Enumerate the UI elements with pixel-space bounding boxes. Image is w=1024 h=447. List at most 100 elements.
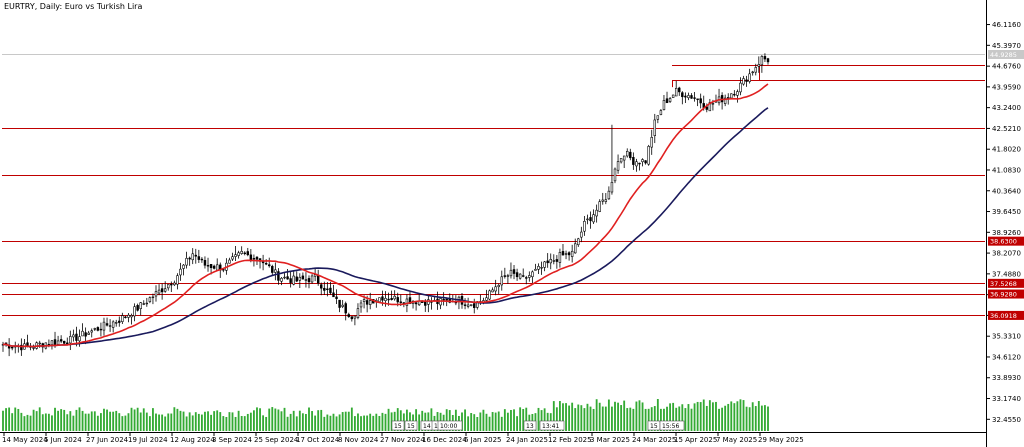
candle-body (503, 275, 507, 277)
volume-bar (127, 413, 130, 431)
candle-body (38, 342, 41, 345)
volume-bar (93, 411, 96, 431)
x-tick-label: 24 Mar 2025 (632, 436, 676, 444)
candle-body (619, 158, 623, 163)
candle-body (347, 314, 350, 317)
x-tick-label: 27 Jun 2024 (86, 436, 129, 444)
volume-bar (60, 409, 63, 431)
volume-bar (656, 399, 659, 431)
volume-bar (317, 410, 320, 431)
volume-bar (182, 411, 185, 431)
volume-bar (595, 399, 598, 431)
candle-body (742, 78, 745, 85)
candle-body (531, 271, 534, 278)
volume-bar (237, 410, 240, 431)
x-tick-label: 7 May 2025 (716, 436, 757, 444)
volume-bar (54, 407, 56, 431)
volume-bar (292, 410, 295, 431)
price-tag-label: 38.6300 (990, 238, 1017, 246)
candle-body (59, 339, 63, 342)
candle-body (387, 298, 390, 301)
candle-body (154, 291, 158, 297)
volume-bar (724, 405, 727, 431)
candle-body (662, 100, 666, 110)
chart-title: EURTRY, Daily: Euro vs Turkish Lira (4, 2, 142, 11)
candle-body (534, 268, 537, 271)
candle-body (320, 284, 323, 289)
volume-bar (112, 411, 115, 431)
volume-bar (124, 415, 127, 431)
volume-bar (164, 416, 167, 431)
volume-bar (145, 412, 148, 431)
candle-body (72, 334, 75, 338)
candle-body (748, 73, 751, 82)
volume-bar (693, 403, 696, 431)
candle-body (515, 272, 519, 278)
x-tick-label: 3 Mar 2025 (590, 436, 630, 444)
candle-body (574, 243, 577, 254)
volume-bar (454, 409, 457, 431)
volume-bar (155, 413, 157, 431)
volume-bar (26, 414, 29, 431)
candle-body (84, 332, 87, 337)
volume-bar (375, 413, 378, 431)
candle-body (66, 342, 69, 345)
volume-bar (641, 402, 644, 431)
volume-bar (760, 405, 763, 431)
volume-bar (488, 416, 491, 431)
volume-bar (72, 415, 75, 431)
candle-body (497, 284, 500, 288)
candle-body (638, 162, 641, 165)
volume-bar (200, 414, 203, 431)
price-tag-box (988, 289, 1024, 299)
volume-bar (268, 408, 271, 431)
volume-marker-box (523, 420, 537, 431)
x-tick-label: 19 Jul 2024 (128, 436, 168, 444)
candle-body (277, 271, 280, 281)
y-tick-label: 34.6120 (992, 353, 1021, 361)
candle-body (326, 288, 329, 290)
volume-bar (47, 413, 50, 431)
volume-bar (191, 415, 194, 431)
candle-body (473, 303, 476, 308)
candle-body (136, 305, 139, 311)
candle-body (157, 289, 161, 294)
x-tick-label: 5 Jun 2024 (44, 436, 82, 444)
volume-marker-label: 13:41 (542, 423, 559, 430)
ma-navy-line (2, 107, 769, 348)
candle-body (613, 168, 617, 182)
volume-bar (580, 405, 583, 431)
volume-bar (617, 402, 619, 431)
candle-body (736, 91, 739, 96)
ma-red-line (2, 83, 769, 348)
candle-body (528, 275, 531, 278)
volume-bar (231, 412, 234, 431)
candle-body (595, 209, 598, 217)
candle-body (668, 98, 672, 102)
candle-body (124, 316, 127, 319)
candle-body (160, 288, 164, 293)
volume-bar (90, 411, 93, 431)
candle-body (509, 269, 513, 277)
candle-body (604, 199, 608, 202)
candle-body (601, 199, 604, 202)
volume-bar (176, 408, 179, 431)
candle-body (699, 98, 702, 104)
moving-averages (2, 83, 769, 348)
candle-body (442, 298, 445, 301)
candle-body (626, 151, 629, 157)
volume-bar (607, 399, 610, 431)
volume-bar (347, 411, 350, 431)
volume-bar (543, 408, 546, 431)
volume-bar (485, 413, 488, 431)
volume-bar (754, 406, 757, 431)
volume-bar (130, 407, 133, 431)
volume-bar (516, 416, 518, 431)
candle-body (90, 330, 93, 333)
volume-bar (75, 409, 78, 431)
candle-body (555, 259, 559, 262)
candle-body (246, 251, 250, 256)
candle-body (179, 268, 182, 276)
candle-body (298, 276, 302, 281)
